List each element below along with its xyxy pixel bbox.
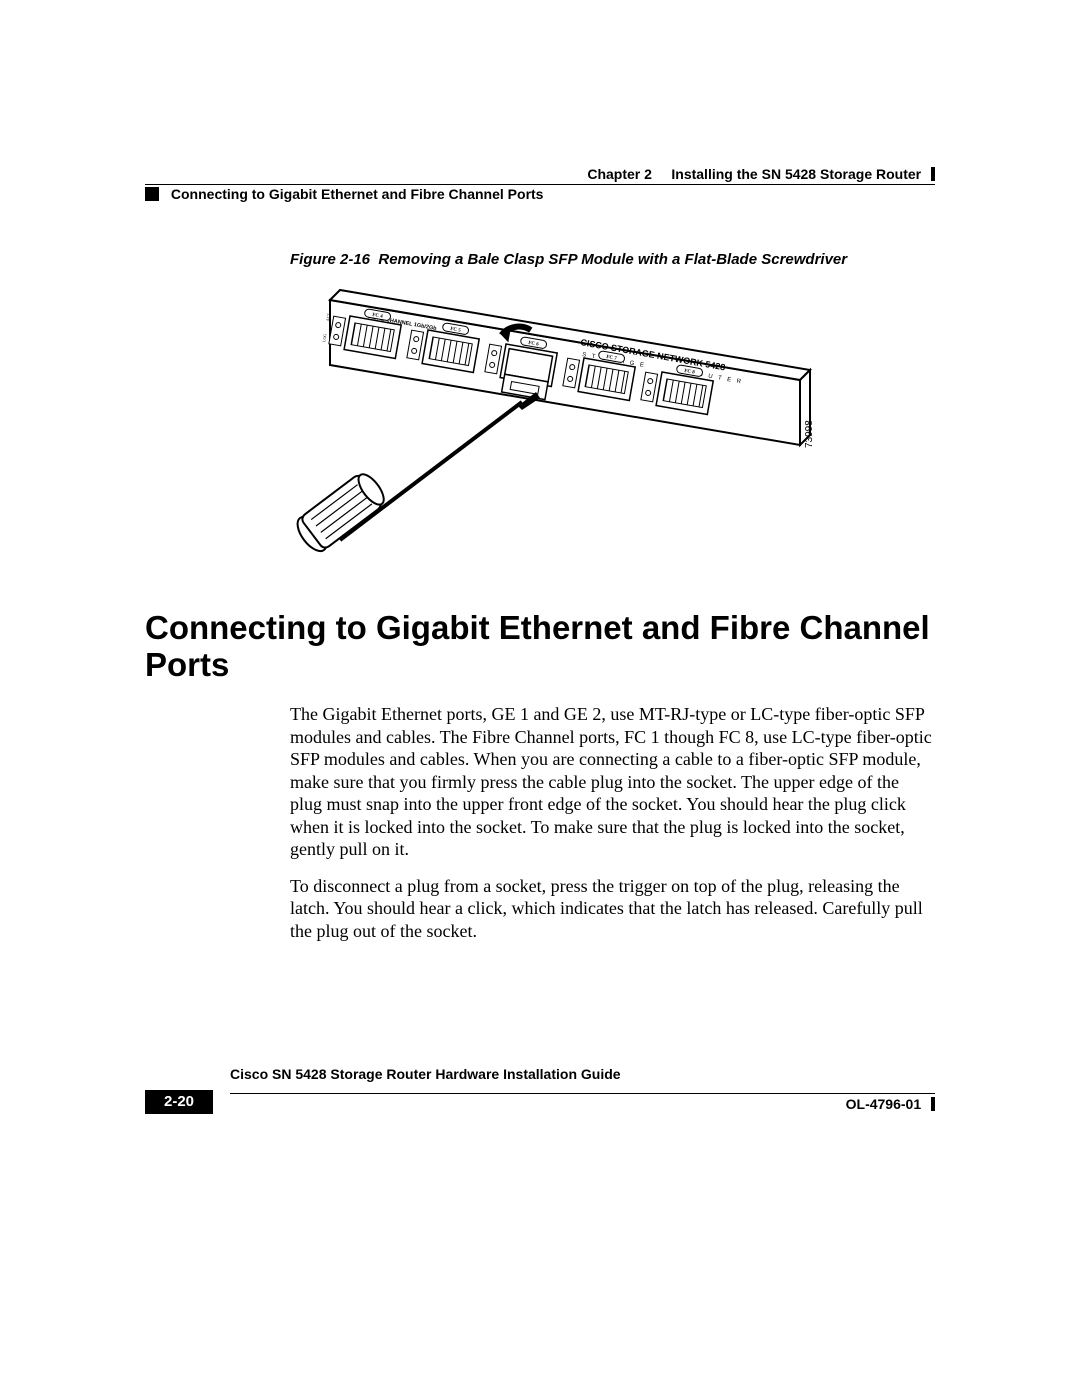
page-footer: Cisco SN 5428 Storage Router Hardware In… [145, 1093, 935, 1094]
section-heading: Connecting to Gigabit Ethernet and Fibre… [145, 610, 935, 684]
header-section: Connecting to Gigabit Ethernet and Fibre… [145, 186, 543, 202]
footer-right-bar [931, 1097, 935, 1111]
paragraph-1: The Gigabit Ethernet ports, GE 1 and GE … [290, 703, 935, 861]
header-rule [145, 184, 935, 185]
footer-rule [230, 1093, 935, 1094]
figure-illustration: CISCO STORAGE NETWORK 5428 S T O R A G E… [290, 280, 850, 580]
footer-book-title: Cisco SN 5428 Storage Router Hardware In… [230, 1066, 621, 1082]
footer-doc-number-text: OL-4796-01 [846, 1096, 921, 1112]
page: Chapter 2 Installing the SN 5428 Storage… [0, 0, 1080, 1397]
svg-text:LOG: LOG [321, 333, 327, 342]
figure-block: Figure 2-16 Removing a Bale Clasp SFP Mo… [290, 251, 935, 580]
header-chapter-label: Chapter 2 [587, 166, 652, 182]
screwdriver-icon [292, 392, 540, 556]
footer-page-number: 2-20 [145, 1090, 213, 1114]
header-square-icon [145, 187, 159, 201]
header-right-bar [931, 167, 935, 181]
figure-label: Figure 2-16 [290, 251, 370, 268]
body-text: The Gigabit Ethernet ports, GE 1 and GE … [290, 703, 935, 956]
footer-doc-number: OL-4796-01 [846, 1096, 935, 1112]
header-chapter-title: Installing the SN 5428 Storage Router [671, 166, 921, 182]
paragraph-2: To disconnect a plug from a socket, pres… [290, 875, 935, 943]
header-chapter: Chapter 2 Installing the SN 5428 Storage… [587, 166, 935, 182]
header-section-title: Connecting to Gigabit Ethernet and Fibre… [171, 186, 544, 202]
figure-caption-text: Removing a Bale Clasp SFP Module with a … [378, 251, 847, 268]
figure-art-number: 73998 [804, 420, 815, 448]
figure-caption: Figure 2-16 Removing a Bale Clasp SFP Mo… [290, 251, 935, 268]
